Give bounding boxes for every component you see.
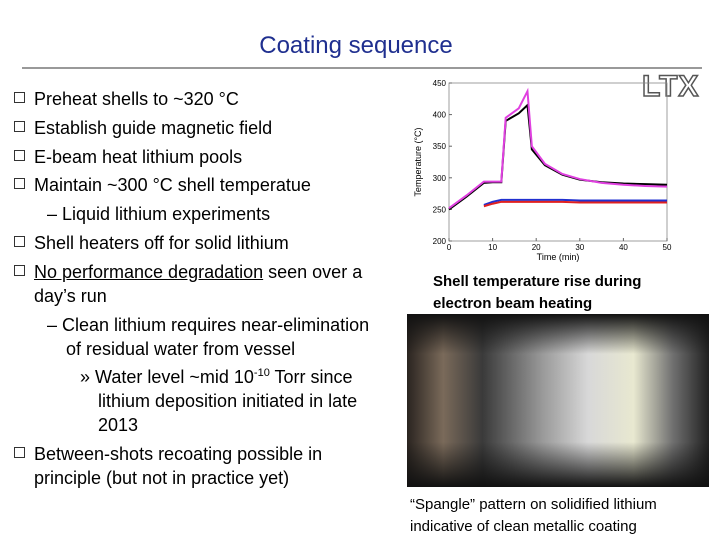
x-tick-label: 10 [488,243,497,252]
bullet-box [14,92,25,103]
bullet-text: E-beam heat lithium pools [34,147,243,167]
superscript: -10 [253,367,270,379]
bullet-box [14,150,25,161]
text: » Water level ~mid 10 [80,367,254,387]
sub-bullet-text: of residual water from vessel [66,339,296,359]
series-line [483,200,667,208]
chart: 200 250 300 350 400 450 0 10 20 30 40 50 Time (min) T… [413,79,672,262]
bullet-text: day’s run [34,286,107,306]
photo-caption: indicative of clean metallic coating [410,518,637,535]
bullet-text: Establish guide magnetic field [34,118,273,138]
bullet-box [14,178,25,189]
x-tick-label: 40 [619,243,628,252]
underlined-text: No performance degradation [34,262,264,282]
x-tick-label: 30 [575,243,584,252]
bullet-text: Between-shots recoating possible in [34,444,323,464]
y-tick-label: 300 [433,174,447,183]
sub-bullet-text: – Clean lithium requires near-eliminatio… [47,315,370,335]
photo-shade [407,314,709,354]
series-line [448,102,668,211]
bullet-box [14,265,25,276]
bullet-box [14,236,25,247]
bullet-text: principle (but not in practice yet) [34,468,290,488]
bullet-text: No performance degradation seen over a [34,262,362,283]
x-tick-label: 50 [663,243,672,252]
y-tick-label: 450 [433,79,447,88]
y-tick-label: 200 [433,237,447,246]
series-line [483,198,667,206]
bullet-text: Shell heaters off for solid lithium [34,233,289,253]
bullet-box [14,121,25,132]
photo [407,314,709,487]
chart-caption: electron beam heating [433,295,593,312]
title-rule [22,67,702,69]
slide-title: Coating sequence [259,32,453,59]
bullet-text: Maintain ~300 °C shell temperatue [34,175,311,195]
photo-shade [407,442,709,487]
x-tick-label: 0 [447,243,452,252]
y-tick-label: 400 [433,111,447,120]
x-tick-label: 20 [532,243,541,252]
sub-sub-bullet-text: » Water level ~mid 10-10 Torr since [80,367,353,388]
x-axis-label: Time (min) [537,252,580,262]
sub-sub-bullet-text: lithium deposition initiated in late [98,391,358,411]
plot-frame [448,82,668,242]
series-line [448,87,668,209]
bullet-text: Preheat shells to ~320 °C [34,89,239,109]
bullet-box [14,447,25,458]
photo-caption: “Spangle” pattern on solidified lithium [410,496,657,513]
text: seen over a [263,262,363,282]
y-tick-label: 250 [433,205,447,214]
y-tick-label: 350 [433,142,447,151]
sub-bullet-text: – Liquid lithium experiments [47,204,271,224]
sub-sub-bullet-text: 2013 [98,415,139,435]
chart-caption: Shell temperature rise during [433,273,642,290]
logo: LTX [641,69,700,104]
text: Torr since [269,367,353,387]
y-axis-label: Temperature (°C) [413,127,423,196]
